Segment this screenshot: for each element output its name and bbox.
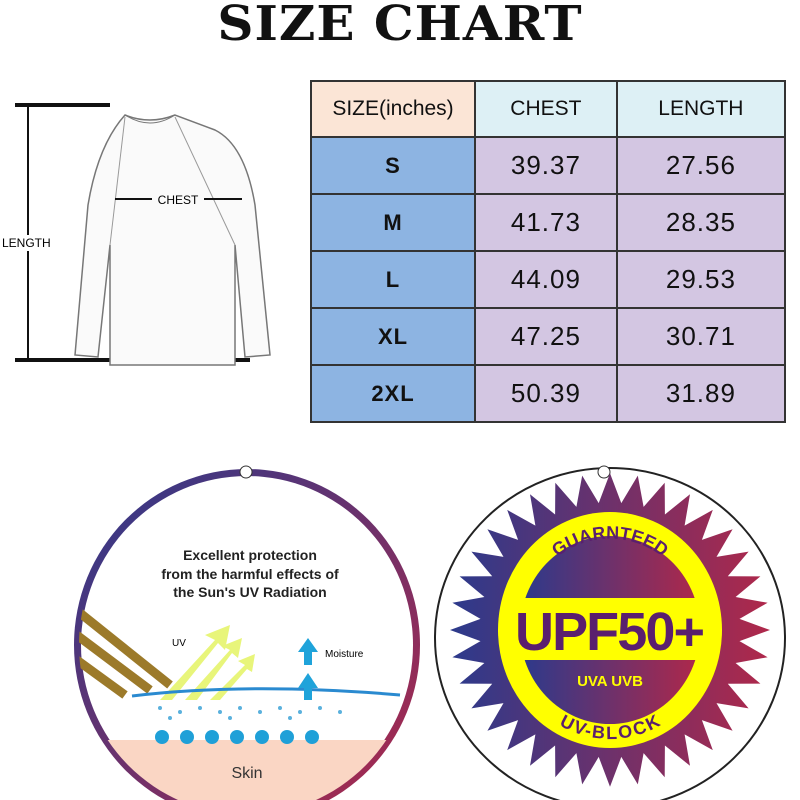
shirt-diagram: CHEST LENGTH (0, 103, 271, 366)
length-cell: 31.89 (615, 364, 787, 423)
length-cell: 30.71 (615, 307, 787, 366)
header-chest: CHEST (474, 80, 618, 138)
skin-label: Skin (231, 765, 262, 782)
uv-label: UV (172, 638, 186, 649)
page-title: SIZE CHART (217, 0, 583, 52)
chest-cell: 44.09 (474, 250, 618, 309)
table-row: L 44.09 29.53 (310, 250, 787, 309)
chest-cell: 47.25 (474, 307, 618, 366)
upf50-badge-tag: UPF50+ UVA UVB GUARNTEED UV-BLOCK (434, 465, 786, 800)
length-cell: 29.53 (615, 250, 787, 309)
uv-heading-line-2: from the harmful effects of (161, 566, 339, 582)
length-cell: 27.56 (615, 136, 787, 195)
table-row: XL 47.25 30.71 (310, 307, 787, 366)
uv-protection-tag: Excellent protection from the harmful ef… (74, 465, 420, 800)
size-cell: S (310, 136, 476, 195)
size-cell: 2XL (310, 364, 476, 423)
uv-heading-line-3: the Sun's UV Radiation (173, 584, 326, 600)
table-header-row: SIZE(inches) CHEST LENGTH (310, 80, 787, 138)
chest-cell: 39.37 (474, 136, 618, 195)
header-size: SIZE(inches) (310, 80, 476, 138)
chest-cell: 41.73 (474, 193, 618, 252)
length-label: LENGTH (2, 236, 51, 250)
upf-sub-text: UVA UVB (577, 673, 643, 690)
size-cell: XL (310, 307, 476, 366)
header-length: LENGTH (615, 80, 787, 138)
length-cell: 28.35 (615, 193, 787, 252)
table-row: M 41.73 28.35 (310, 193, 787, 252)
size-cell: L (310, 250, 476, 309)
uv-tags: Excellent protection from the harmful ef… (74, 465, 786, 800)
size-cell: M (310, 193, 476, 252)
table-row: S 39.37 27.56 (310, 136, 787, 195)
uv-heading-line-1: Excellent protection (183, 547, 317, 563)
table-row: 2XL 50.39 31.89 (310, 364, 787, 423)
chest-label: CHEST (158, 193, 199, 207)
chest-cell: 50.39 (474, 364, 618, 423)
upf-main-text: UPF50+ (515, 602, 705, 662)
moisture-label: Moisture (325, 649, 364, 660)
